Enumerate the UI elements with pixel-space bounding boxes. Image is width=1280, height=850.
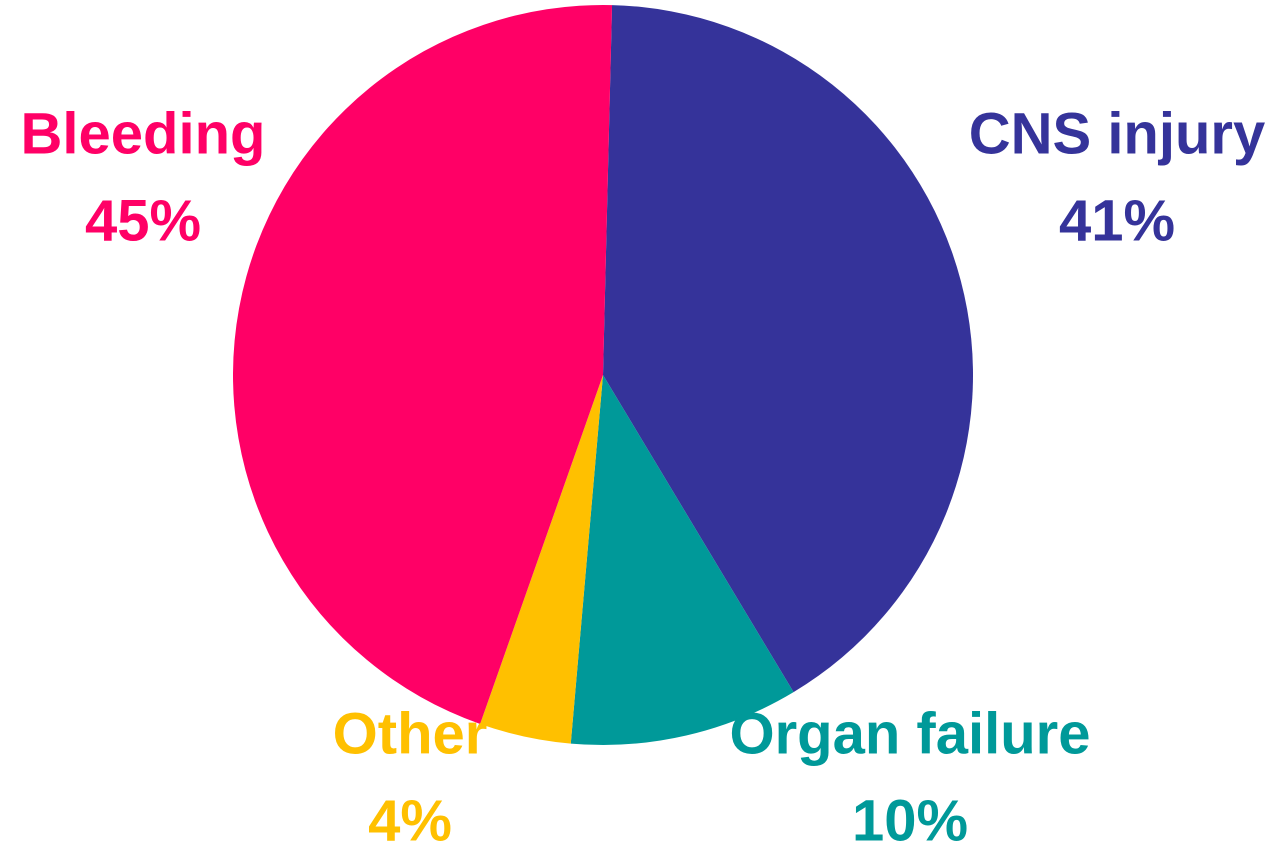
slice-label: CNS injury [969, 101, 1266, 166]
pie-slice [603, 5, 974, 693]
slice-value-label: 10% [852, 788, 968, 850]
slice-value-label: 4% [368, 788, 452, 850]
slice-label: Bleeding [21, 101, 266, 166]
pie-slice [570, 375, 794, 745]
pie-slice [232, 4, 613, 724]
slice-label: Other [333, 701, 488, 766]
slice-label: Organ failure [730, 701, 1091, 766]
pie-slice [480, 375, 603, 744]
slice-value-label: 45% [85, 188, 201, 253]
slice-value-label: 41% [1059, 188, 1175, 253]
